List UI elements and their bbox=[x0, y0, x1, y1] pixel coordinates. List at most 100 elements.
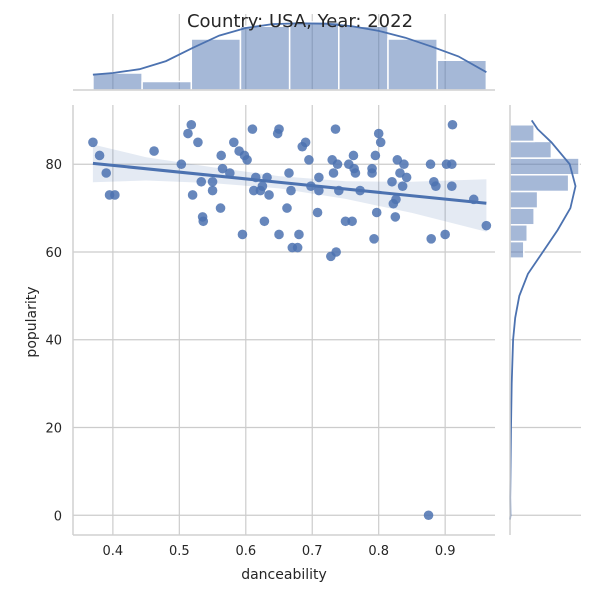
marginal-y-bar bbox=[509, 140, 553, 159]
marginal-x-bar bbox=[190, 38, 242, 91]
marginal-x-bar bbox=[436, 59, 488, 91]
scatter-point bbox=[215, 203, 226, 213]
scatter-point bbox=[440, 229, 450, 240]
scatter-point bbox=[248, 185, 259, 196]
scatter-point bbox=[375, 137, 386, 148]
scatter-point bbox=[88, 137, 98, 148]
scatter-point bbox=[350, 168, 361, 178]
scatter-point bbox=[216, 150, 226, 161]
chart-title: Country: USA, Year: 2022 bbox=[187, 11, 413, 32]
scatter-point bbox=[331, 247, 341, 257]
scatter-point bbox=[187, 190, 198, 200]
scatter-point bbox=[247, 124, 258, 134]
x-tick-label: 0.7 bbox=[302, 544, 323, 559]
scatter-point bbox=[373, 128, 384, 139]
scatter-point bbox=[347, 216, 357, 227]
scatter-point bbox=[186, 119, 197, 130]
scatter-point bbox=[348, 150, 359, 161]
scatter-point bbox=[399, 159, 409, 170]
scatter-point bbox=[196, 176, 207, 187]
y-tick-label: 60 bbox=[45, 246, 62, 261]
marginal-x-bar bbox=[288, 21, 340, 91]
scatter-point bbox=[387, 176, 397, 187]
scatter-point bbox=[176, 159, 187, 170]
x-tick-label: 0.6 bbox=[235, 544, 256, 559]
scatter-point bbox=[294, 229, 304, 240]
x-axis-label: danceability bbox=[241, 567, 327, 583]
scatter-point bbox=[286, 185, 296, 196]
scatter-point bbox=[370, 150, 381, 161]
y-tick-label: 40 bbox=[45, 334, 62, 349]
x-axis-ticks: 0.4 0.5 0.6 0.7 0.8 0.9 bbox=[103, 544, 456, 559]
scatter-point bbox=[423, 510, 434, 521]
scatter-point bbox=[330, 124, 341, 134]
x-tick-label: 0.8 bbox=[368, 544, 389, 559]
scatter-point bbox=[274, 124, 284, 134]
scatter-point bbox=[282, 203, 292, 213]
scatter-point bbox=[259, 216, 270, 227]
scatter-point bbox=[369, 234, 379, 244]
scatter-point bbox=[304, 155, 314, 165]
scatter-point bbox=[340, 216, 351, 227]
scatter-point bbox=[314, 172, 324, 183]
scatter-point bbox=[328, 168, 339, 178]
marginal-y-bar bbox=[509, 123, 535, 143]
scatter-point bbox=[183, 128, 193, 139]
scatter-point bbox=[481, 220, 492, 231]
y-axis-ticks: 0 20 40 60 80 bbox=[45, 158, 62, 524]
marginal-y-bar bbox=[509, 174, 570, 193]
scatter-point bbox=[367, 163, 377, 174]
scatter-point bbox=[390, 212, 401, 222]
marginal-y-bar bbox=[509, 224, 528, 243]
scatter-point bbox=[229, 137, 239, 148]
scatter-point bbox=[300, 137, 311, 148]
scatter-point bbox=[217, 163, 228, 174]
marginal-x-bar bbox=[239, 25, 291, 91]
main-plot-gridlines bbox=[73, 105, 495, 535]
marginal-y-bar bbox=[509, 157, 580, 176]
scatter-point bbox=[401, 172, 412, 183]
scatter-point bbox=[101, 168, 112, 178]
scatter-point bbox=[242, 155, 252, 165]
y-tick-label: 80 bbox=[45, 158, 62, 173]
scatter-point bbox=[425, 159, 436, 170]
axis-spines bbox=[72, 89, 511, 536]
scatter-point bbox=[332, 159, 343, 170]
marginal-y-bar bbox=[509, 190, 539, 209]
y-axis-label: popularity bbox=[24, 286, 40, 357]
scatter-point bbox=[397, 181, 408, 191]
marginal-x-histogram bbox=[92, 21, 488, 91]
scatter-point bbox=[110, 190, 120, 200]
marginal-x-bar bbox=[338, 25, 389, 91]
scatter-point bbox=[292, 242, 303, 253]
scatter-point bbox=[447, 181, 457, 191]
scatter-point bbox=[447, 159, 457, 170]
scatter-point bbox=[447, 119, 458, 130]
scatter-point bbox=[237, 229, 248, 240]
scatter-point bbox=[207, 185, 218, 196]
x-tick-label: 0.4 bbox=[103, 544, 124, 559]
scatter-point bbox=[94, 150, 105, 161]
x-tick-label: 0.9 bbox=[435, 544, 456, 559]
scatter-point bbox=[207, 176, 218, 187]
scatter-point bbox=[198, 216, 209, 227]
scatter-point bbox=[274, 229, 284, 240]
scatter-point bbox=[391, 194, 401, 205]
marginal-y-bar bbox=[509, 207, 535, 226]
scatter-point bbox=[193, 137, 203, 148]
scatter-points bbox=[88, 119, 492, 521]
marginal-x-bar bbox=[92, 72, 143, 91]
scatter-point bbox=[257, 181, 268, 191]
scatter-point bbox=[264, 190, 274, 200]
marginal-x-bar bbox=[141, 80, 193, 91]
regression-line bbox=[92, 161, 487, 205]
scatter-point bbox=[284, 168, 294, 178]
marginal-x-kde-curve bbox=[92, 22, 487, 76]
scatter-point bbox=[149, 146, 159, 156]
scatter-point bbox=[225, 168, 235, 178]
scatter-point bbox=[312, 207, 323, 218]
scatter-point bbox=[426, 234, 437, 244]
x-tick-label: 0.5 bbox=[169, 544, 190, 559]
scatter-point bbox=[314, 185, 324, 196]
